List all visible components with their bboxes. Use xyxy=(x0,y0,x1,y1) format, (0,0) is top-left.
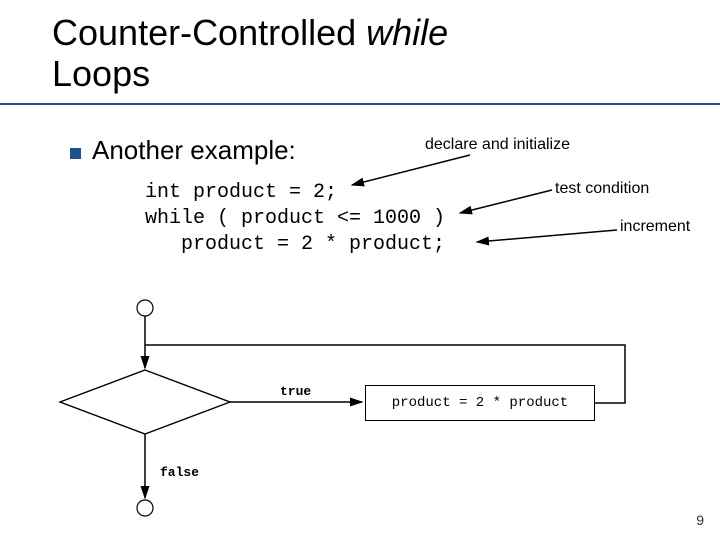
bullet-square-icon xyxy=(70,148,81,159)
flow-condition-label: product <= 1000 xyxy=(70,395,220,411)
title-post: Loops xyxy=(52,53,150,94)
title-italic: while xyxy=(366,12,448,53)
flow-action-box: product = 2 * product xyxy=(365,385,595,421)
slide-number: 9 xyxy=(696,512,704,528)
code-line-3: product = 2 * product; xyxy=(145,232,445,258)
subhead-text: Another example: xyxy=(92,135,296,166)
slide-title: Counter-Controlled while Loops xyxy=(52,12,448,95)
flow-true-label: true xyxy=(280,384,311,399)
flow-action-label: product = 2 * product xyxy=(392,395,568,411)
annotation-increment: increment xyxy=(620,218,690,236)
annotation-declare: declare and initialize xyxy=(425,136,570,154)
code-line-2: while ( product <= 1000 ) xyxy=(145,206,445,232)
flow-false-label: false xyxy=(160,465,199,480)
code-line-1: int product = 2; xyxy=(145,180,337,206)
title-underline xyxy=(0,103,720,105)
annotation-test: test condition xyxy=(555,180,649,198)
title-pre: Counter-Controlled xyxy=(52,12,366,53)
